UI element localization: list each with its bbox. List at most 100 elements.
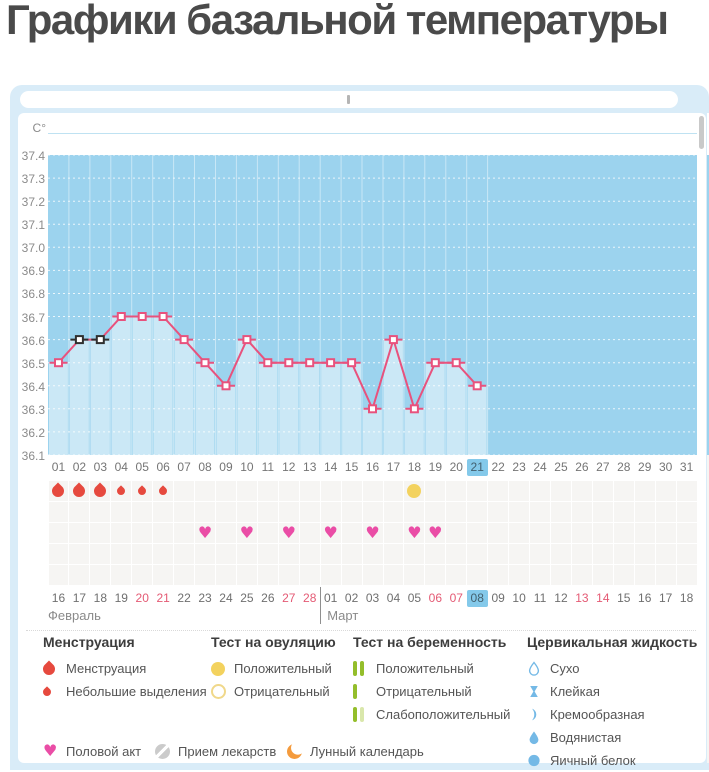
event-cell[interactable] xyxy=(634,523,655,543)
chart-point-day-5[interactable] xyxy=(137,312,147,321)
cycle-day-26[interactable]: 26 xyxy=(575,460,589,474)
event-cell[interactable] xyxy=(676,565,697,585)
event-cell[interactable] xyxy=(216,523,236,543)
event-cell[interactable] xyxy=(634,502,655,522)
cycle-day-15[interactable]: 15 xyxy=(344,460,359,474)
event-cell[interactable] xyxy=(467,523,488,543)
event-cell[interactable] xyxy=(425,502,446,522)
event-cell[interactable] xyxy=(613,523,634,543)
event-cell[interactable] xyxy=(90,544,111,564)
event-cell[interactable] xyxy=(69,523,90,543)
event-cell[interactable] xyxy=(132,481,153,501)
event-cell[interactable] xyxy=(571,544,592,564)
calendar-date-10[interactable]: 10 xyxy=(512,591,526,605)
event-cell[interactable] xyxy=(509,523,530,543)
cycle-day-19[interactable]: 19 xyxy=(428,460,443,474)
event-cell[interactable] xyxy=(48,481,69,501)
chart-point-day-4[interactable] xyxy=(116,312,126,321)
event-cell[interactable] xyxy=(132,523,153,543)
event-cell[interactable] xyxy=(655,502,676,522)
event-cell[interactable] xyxy=(613,481,634,501)
event-cell[interactable] xyxy=(362,544,383,564)
event-cell[interactable] xyxy=(613,544,634,564)
calendar-date-16[interactable]: 16 xyxy=(51,591,66,605)
event-cell[interactable] xyxy=(320,565,341,585)
event-cell[interactable] xyxy=(467,502,488,522)
event-cell[interactable] xyxy=(299,544,320,564)
event-cell[interactable] xyxy=(676,481,697,501)
calendar-date-02[interactable]: 02 xyxy=(344,591,359,605)
event-cell[interactable] xyxy=(383,565,404,585)
chart-point-day-9[interactable] xyxy=(221,381,231,391)
event-cell[interactable] xyxy=(676,523,697,543)
event-cell[interactable] xyxy=(48,565,69,585)
cycle-day-20[interactable]: 20 xyxy=(449,460,463,474)
event-cell[interactable] xyxy=(257,565,278,585)
event-cell[interactable]: ♥ xyxy=(425,523,446,543)
event-cell[interactable] xyxy=(236,502,257,522)
event-cell[interactable] xyxy=(592,523,613,543)
calendar-date-06[interactable]: 06 xyxy=(428,591,443,605)
event-cell[interactable] xyxy=(341,544,362,564)
event-cell[interactable] xyxy=(195,502,215,522)
cycle-day-01[interactable]: 01 xyxy=(51,460,66,474)
chart-point-day-3[interactable] xyxy=(95,335,105,345)
event-cell[interactable] xyxy=(111,502,132,522)
event-cell[interactable] xyxy=(383,523,404,543)
event-cell[interactable] xyxy=(551,544,571,564)
calendar-date-28[interactable]: 28 xyxy=(303,591,317,605)
calendar-date-20[interactable]: 20 xyxy=(135,591,149,605)
chart-point-day-12[interactable] xyxy=(284,358,294,368)
event-cell[interactable] xyxy=(530,481,550,501)
event-cell[interactable] xyxy=(467,481,488,501)
cycle-day-31[interactable]: 31 xyxy=(679,460,694,474)
cycle-day-11[interactable]: 11 xyxy=(261,460,275,474)
event-cell[interactable] xyxy=(509,481,530,501)
calendar-date-09[interactable]: 09 xyxy=(491,591,505,605)
event-cell[interactable] xyxy=(383,502,404,522)
calendar-date-21[interactable]: 21 xyxy=(156,591,170,605)
event-cell[interactable] xyxy=(174,544,195,564)
event-cell[interactable] xyxy=(111,565,132,585)
cycle-day-18[interactable]: 18 xyxy=(407,460,422,474)
calendar-date-19[interactable]: 19 xyxy=(114,591,128,605)
event-cell[interactable] xyxy=(69,481,90,501)
event-cell[interactable] xyxy=(530,544,550,564)
event-cell[interactable] xyxy=(634,565,655,585)
event-cell[interactable] xyxy=(592,544,613,564)
event-cell[interactable] xyxy=(446,523,467,543)
chart-point-day-21[interactable] xyxy=(472,381,482,391)
event-cell[interactable] xyxy=(320,502,341,522)
event-cell[interactable] xyxy=(676,544,697,564)
chart-point-day-1[interactable] xyxy=(54,358,63,368)
event-cell[interactable] xyxy=(655,481,676,501)
chart-point-day-15[interactable] xyxy=(347,358,357,368)
cycle-day-06[interactable]: 06 xyxy=(156,460,170,474)
event-cell[interactable] xyxy=(571,565,592,585)
calendar-date-17[interactable]: 17 xyxy=(72,591,87,605)
event-cell[interactable] xyxy=(132,502,153,522)
event-cell[interactable] xyxy=(90,565,111,585)
event-cell[interactable]: ♥ xyxy=(236,523,257,543)
chart-point-day-20[interactable] xyxy=(451,358,461,368)
event-cell[interactable] xyxy=(69,502,90,522)
event-cell[interactable] xyxy=(90,481,111,501)
event-cell[interactable] xyxy=(467,544,488,564)
scrollbar-grip-icon[interactable] xyxy=(347,95,350,104)
event-cell[interactable] xyxy=(153,565,174,585)
event-cell[interactable] xyxy=(278,502,299,522)
event-cell[interactable] xyxy=(655,544,676,564)
event-cell[interactable] xyxy=(383,481,404,501)
event-cell[interactable]: ♥ xyxy=(362,523,383,543)
event-cell[interactable] xyxy=(509,502,530,522)
event-cell[interactable] xyxy=(551,565,571,585)
event-cell[interactable] xyxy=(195,481,215,501)
chart-point-day-14[interactable] xyxy=(326,358,336,368)
event-cell[interactable] xyxy=(278,565,299,585)
chart-point-day-13[interactable] xyxy=(305,358,315,368)
chart-point-day-16[interactable] xyxy=(368,404,377,414)
cycle-day-05[interactable]: 05 xyxy=(135,460,149,474)
cycle-day-29[interactable]: 29 xyxy=(638,460,652,474)
calendar-date-05[interactable]: 05 xyxy=(407,591,422,605)
event-cell[interactable]: ♥ xyxy=(278,523,299,543)
